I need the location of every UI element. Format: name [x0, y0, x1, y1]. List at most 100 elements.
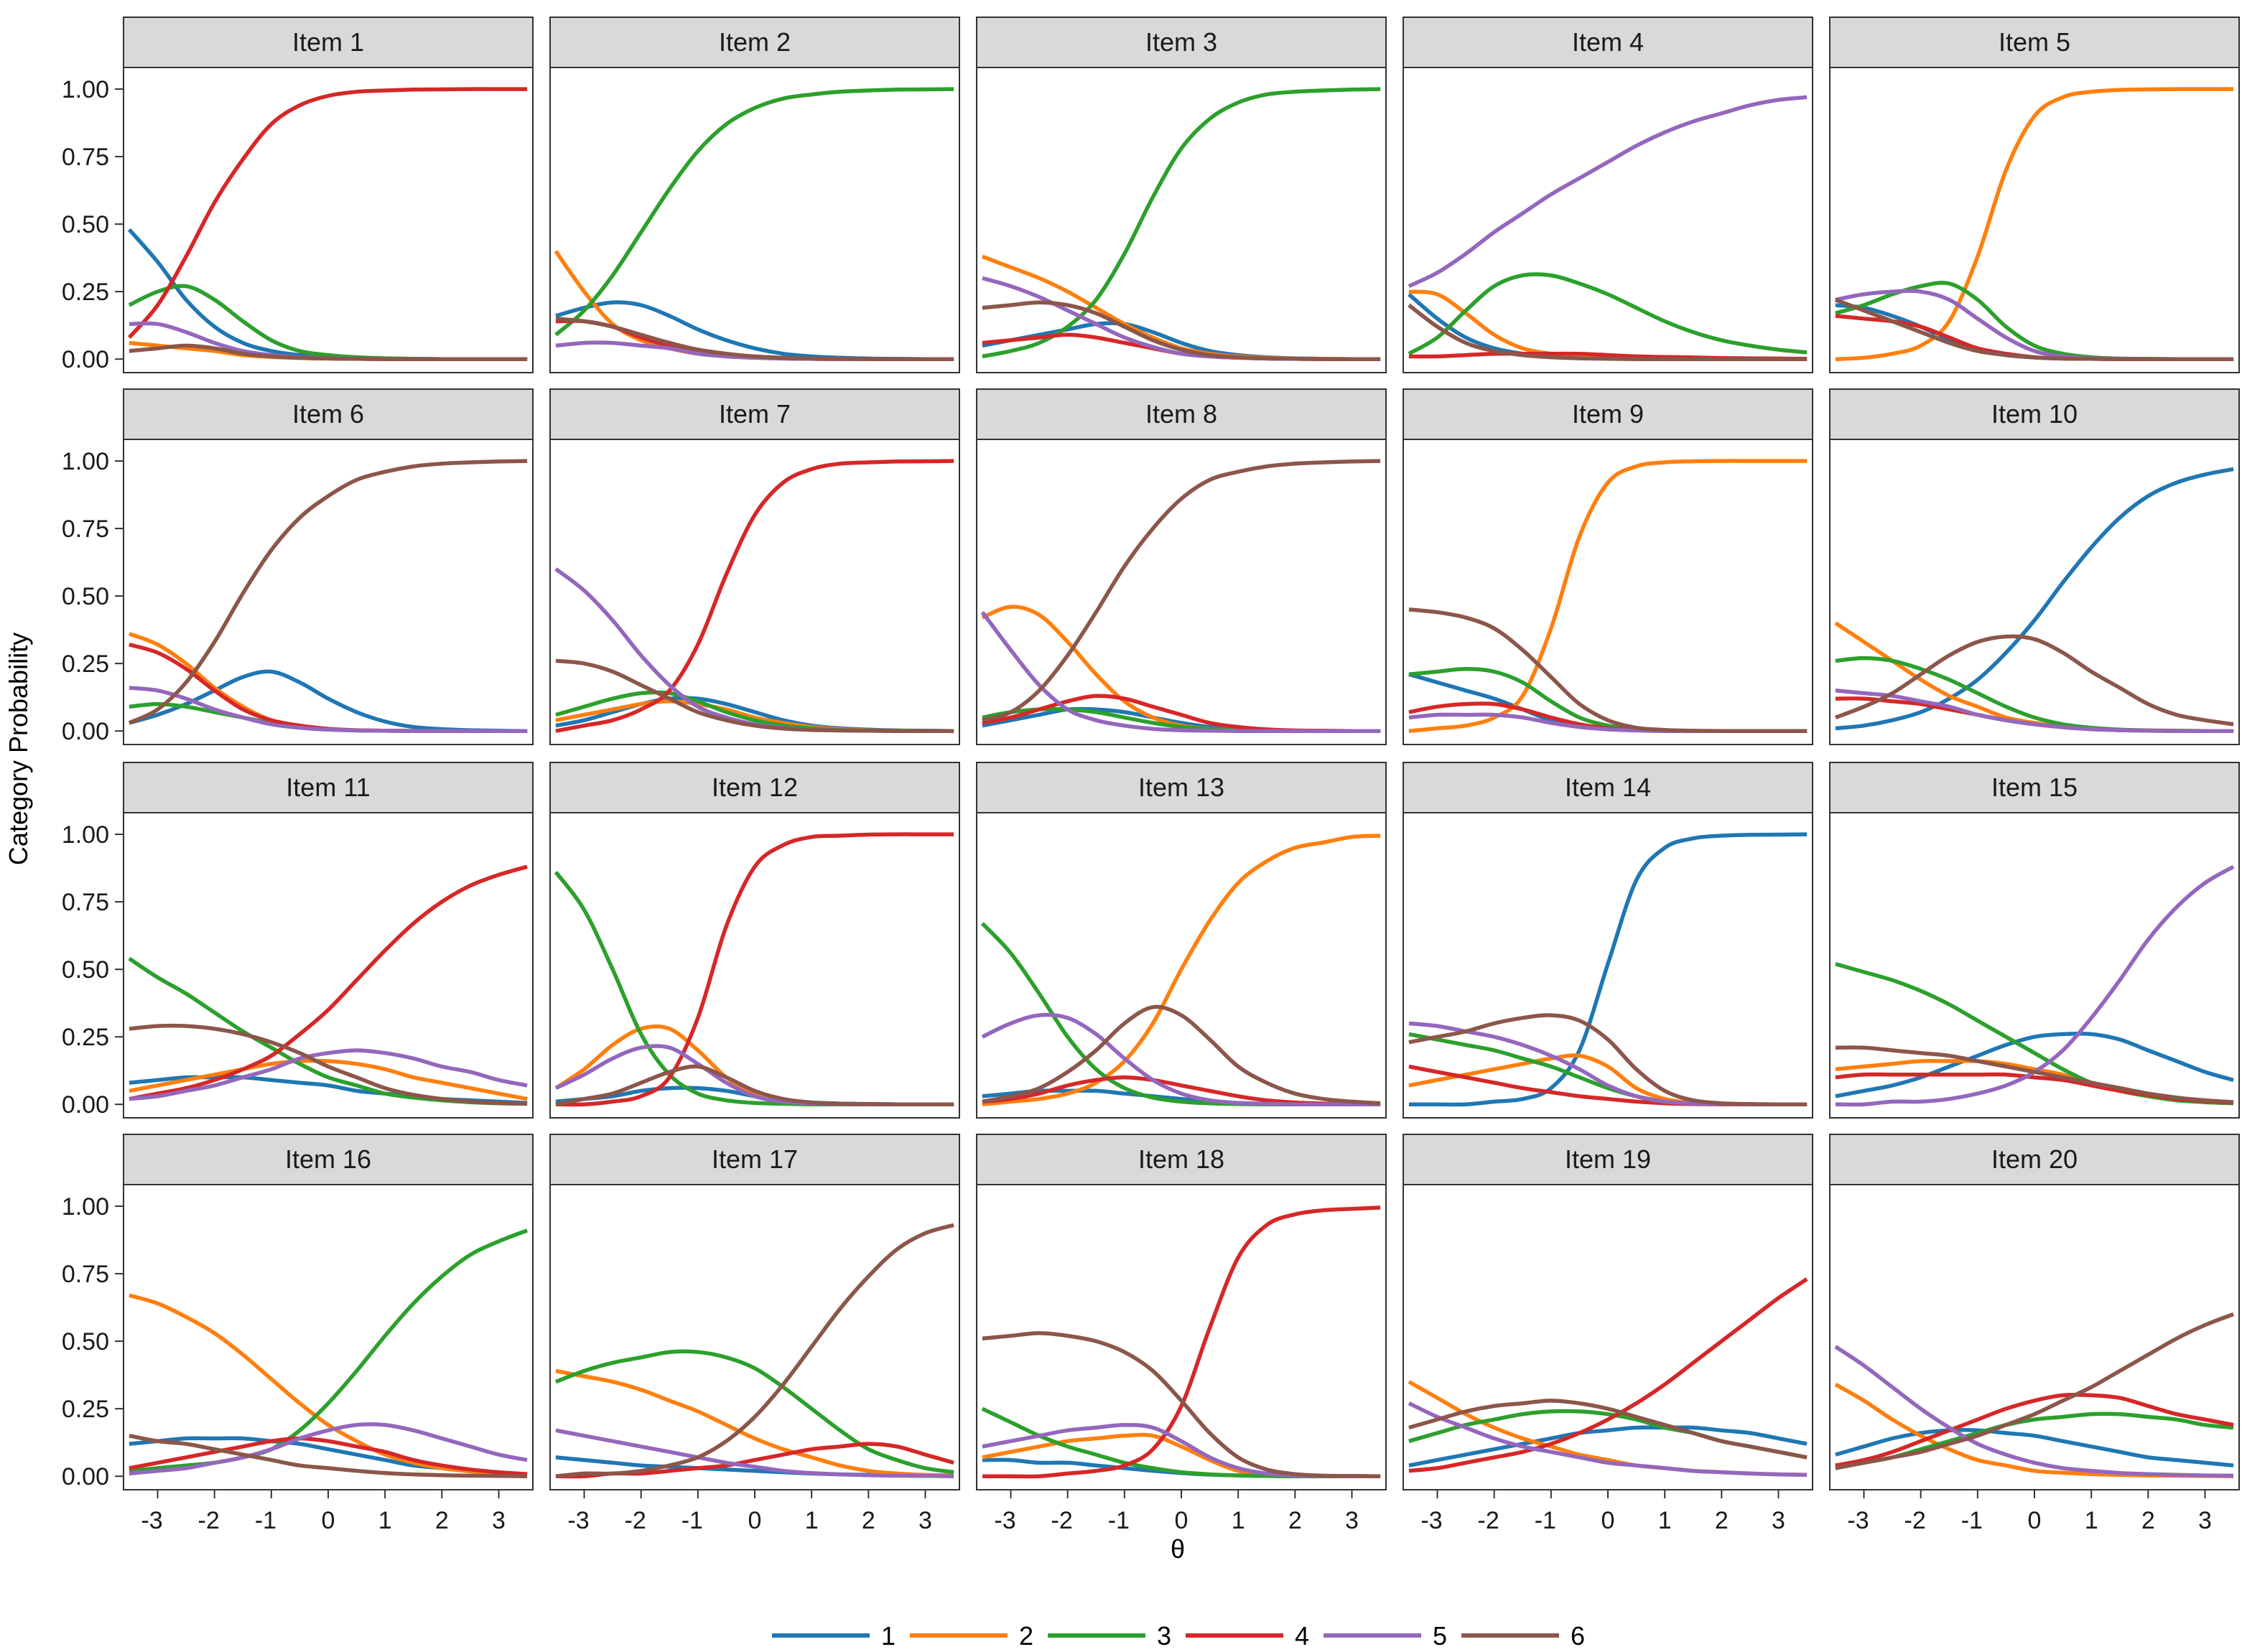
panel-strip	[1829, 17, 2240, 68]
series-line-2	[982, 834, 1381, 1106]
series-line-1	[1835, 1428, 2234, 1467]
series-line-6	[129, 343, 528, 361]
x-tick-label: 0	[2028, 1507, 2042, 1534]
panel-strip	[976, 1134, 1387, 1185]
series-line-6	[1408, 1013, 1808, 1106]
legend-label: 6	[1571, 1621, 1585, 1651]
series-line-6	[1834, 297, 2234, 361]
y-tick-label: 0.50	[62, 1328, 109, 1355]
y-tick-label: 1.00	[62, 1193, 109, 1221]
panel-10: Item 10	[1829, 388, 2240, 745]
panel-strip	[549, 17, 960, 68]
series-line-2	[1835, 87, 2234, 361]
panel-border	[1829, 812, 2240, 1119]
x-tick-label: -3	[1847, 1507, 1869, 1534]
series-line-1	[1408, 832, 1808, 1107]
x-tick-label: -1	[682, 1507, 703, 1534]
panel-title: Item 5	[1999, 27, 2070, 57]
panel-border	[1829, 67, 2240, 373]
panel-title: Item 19	[1565, 1144, 1651, 1174]
series-line-6	[1834, 634, 2234, 727]
panel-title: Item 13	[1138, 773, 1224, 802]
x-tick-label: 1	[2085, 1507, 2098, 1534]
panel-border	[1403, 67, 1813, 373]
series-line-6	[1408, 303, 1808, 361]
series-line-3	[1408, 272, 1808, 356]
y-tick-label: 0.25	[62, 650, 109, 678]
panel-2: Item 2	[549, 17, 960, 373]
panel-strip	[1829, 762, 2240, 813]
series-line-6	[982, 459, 1381, 722]
series-line-2	[1408, 459, 1808, 733]
panel-border	[976, 812, 1387, 1119]
x-tick-label: -2	[198, 1507, 220, 1534]
plot-area	[550, 67, 959, 373]
y-tick-label: 0.25	[62, 279, 109, 306]
facet-panels: Item 1 0.00 0.25 0.50 0.75 1.00 Item 2 Item 3 It…	[62, 17, 2240, 1534]
x-tick-label: 2	[2141, 1507, 2155, 1534]
y-tick-label: 1.00	[62, 821, 109, 849]
panel-8: Item 8	[976, 388, 1387, 745]
series-line-5	[129, 1422, 528, 1476]
x-tick-label: 0	[1175, 1507, 1189, 1534]
x-tick-label: 3	[1772, 1507, 1785, 1534]
y-tick-label: 0.25	[62, 1396, 109, 1423]
panel-title: Item 12	[712, 773, 798, 802]
legend-label: 1	[881, 1621, 896, 1651]
y-tick-label: 0.75	[62, 889, 109, 916]
panel-19: Item 19 -3 -2 -1 0 1 2 3	[1403, 1134, 1813, 1534]
series-line-1	[1835, 467, 2234, 731]
series-line-6	[129, 1023, 528, 1106]
panel-border	[123, 439, 534, 745]
series-line-6	[1408, 607, 1808, 733]
x-tick-label: 1	[1232, 1507, 1245, 1534]
panel-7: Item 7	[549, 388, 960, 745]
x-tick-label: 3	[918, 1507, 932, 1534]
legend-item-1: 1	[772, 1621, 896, 1651]
y-tick-label: 0.75	[62, 1261, 109, 1288]
panel-strip	[123, 762, 534, 813]
panel-border	[976, 67, 1387, 373]
x-tick-label: 3	[2198, 1507, 2212, 1534]
legend-item-5: 5	[1324, 1621, 1447, 1651]
x-tick-label: 3	[492, 1507, 506, 1534]
panel-strip	[1403, 762, 1813, 813]
plot-area	[550, 1185, 959, 1490]
panel-border	[549, 67, 960, 373]
panel-strip	[549, 388, 960, 440]
panel-13: Item 13	[976, 762, 1387, 1119]
x-tick-label: 0	[322, 1507, 335, 1534]
series-line-4	[127, 87, 528, 339]
x-tick-label: 0	[1601, 1507, 1615, 1534]
panel-title: Item 10	[1991, 399, 2078, 429]
panel-title: Item 18	[1138, 1144, 1224, 1174]
panel-1: Item 1 0.00 0.25 0.50 0.75 1.00	[62, 17, 534, 373]
panel-title: Item 9	[1572, 399, 1644, 429]
panel-20: Item 20 -3 -2 -1 0 1 2 3	[1829, 1134, 2240, 1534]
series-line-1	[1835, 1031, 2234, 1098]
panel-title: Item 11	[286, 773, 370, 802]
series-line-4	[1408, 1277, 1808, 1473]
x-tick-label: 2	[1715, 1507, 1729, 1534]
plot-area	[1403, 67, 1813, 373]
panel-title: Item 14	[1565, 773, 1651, 802]
plot-area	[1403, 1185, 1813, 1490]
panel-12: Item 12	[549, 762, 960, 1119]
series-line-5	[1408, 1401, 1808, 1478]
y-tick-label: 0.25	[62, 1024, 109, 1051]
x-tick-label: -2	[1478, 1507, 1499, 1534]
panel-5: Item 5	[1829, 17, 2240, 373]
series-line-5	[129, 1048, 528, 1101]
series-line-4	[982, 1205, 1381, 1479]
panel-4: Item 4	[1403, 17, 1813, 373]
x-tick-label: 0	[748, 1507, 762, 1534]
y-tick-label: 1.00	[62, 448, 109, 475]
x-tick-label: -1	[1961, 1507, 1983, 1534]
legend-label: 5	[1433, 1621, 1447, 1651]
panel-title: Item 2	[719, 27, 791, 57]
series-line-3	[554, 1349, 954, 1475]
x-tick-label: -1	[1535, 1507, 1556, 1534]
x-tick-label: 2	[435, 1507, 449, 1534]
series-line-4	[1835, 1392, 2234, 1467]
panel-title: Item 17	[712, 1144, 798, 1174]
